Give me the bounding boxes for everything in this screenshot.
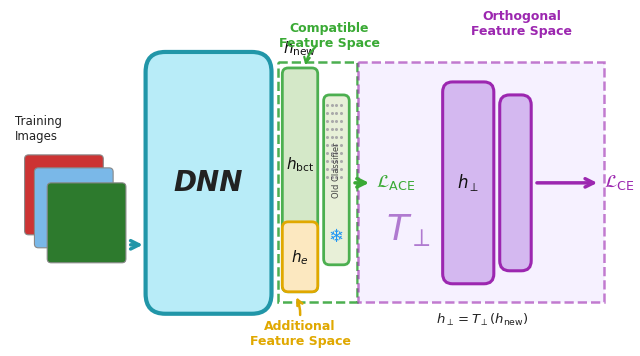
Text: DNN: DNN (174, 169, 243, 197)
Text: $T_\perp$: $T_\perp$ (386, 212, 431, 248)
Text: Orthogonal
Feature Space: Orthogonal Feature Space (471, 10, 572, 38)
FancyBboxPatch shape (24, 155, 103, 235)
Text: Compatible
Feature Space: Compatible Feature Space (279, 22, 380, 50)
FancyBboxPatch shape (358, 62, 604, 302)
Text: Training
Images: Training Images (15, 115, 61, 143)
FancyBboxPatch shape (282, 68, 317, 292)
FancyBboxPatch shape (500, 95, 531, 271)
Text: ❄: ❄ (329, 228, 344, 246)
Text: Additional
Feature Space: Additional Feature Space (250, 320, 351, 348)
FancyBboxPatch shape (326, 97, 348, 180)
Text: $h_\perp = T_\perp(h_\mathrm{new})$: $h_\perp = T_\perp(h_\mathrm{new})$ (436, 312, 529, 328)
Text: $h_\mathrm{bct}$: $h_\mathrm{bct}$ (286, 156, 314, 174)
Text: Old Classifier: Old Classifier (332, 142, 341, 198)
Text: $\mathcal{L}_\mathrm{CE}$: $\mathcal{L}_\mathrm{CE}$ (604, 173, 635, 192)
FancyBboxPatch shape (35, 168, 113, 248)
Text: $h_e$: $h_e$ (291, 248, 309, 267)
Text: $h_\mathrm{new}$: $h_\mathrm{new}$ (284, 39, 317, 58)
Text: $\mathcal{L}_\mathrm{ACE}$: $\mathcal{L}_\mathrm{ACE}$ (376, 173, 415, 192)
FancyBboxPatch shape (47, 183, 126, 263)
Text: $h_\perp$: $h_\perp$ (457, 172, 479, 193)
FancyBboxPatch shape (443, 82, 494, 284)
FancyBboxPatch shape (145, 52, 271, 314)
FancyBboxPatch shape (282, 222, 317, 292)
FancyBboxPatch shape (324, 95, 349, 265)
